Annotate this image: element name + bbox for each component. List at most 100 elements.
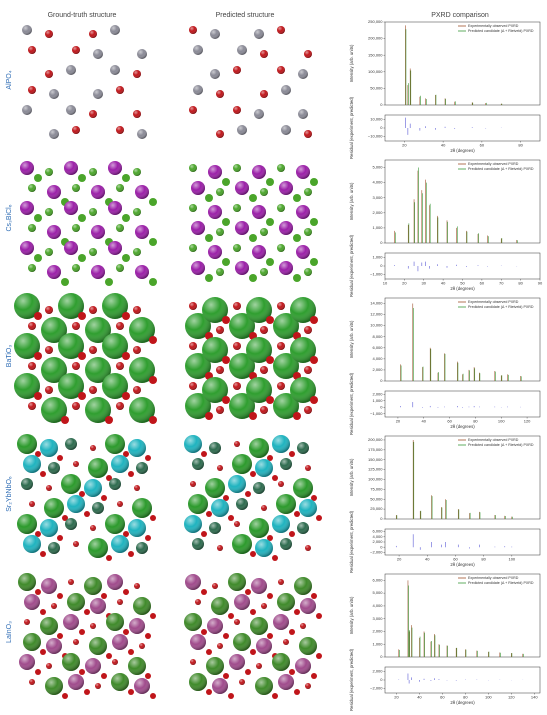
atom-shade	[185, 393, 211, 419]
atom	[310, 356, 318, 364]
y-tick-label: 12,000	[370, 312, 383, 317]
atom-shade	[89, 637, 107, 655]
atom	[128, 649, 134, 655]
atom	[272, 693, 278, 699]
structure	[14, 293, 157, 424]
atom-shade	[184, 613, 202, 631]
atom-shade	[116, 402, 124, 410]
atom-shade	[280, 538, 292, 550]
atom	[128, 689, 134, 695]
atom-shade	[290, 297, 316, 323]
atom-shade	[134, 583, 140, 589]
atom-shade	[191, 181, 205, 195]
atom-shade	[108, 201, 122, 215]
atom-shade	[277, 342, 285, 350]
atom	[201, 629, 207, 635]
x-tick-label: 40	[441, 281, 446, 286]
atom-shade	[278, 674, 294, 690]
atom	[294, 609, 300, 615]
atom-shade	[14, 373, 40, 399]
atom	[149, 376, 157, 384]
atom	[150, 613, 156, 619]
atom-shade	[46, 663, 52, 669]
x-tick-label: 50	[460, 281, 465, 286]
y-tick-label: 6,000	[372, 345, 383, 350]
atom-shade	[233, 106, 241, 114]
atom	[267, 633, 273, 639]
atom-shade	[116, 362, 124, 370]
atom	[62, 515, 68, 521]
y-tick-label: 150,000	[368, 457, 383, 462]
atom	[223, 495, 229, 501]
atom	[84, 511, 90, 517]
atom-shade	[17, 434, 37, 454]
atom-shade	[84, 479, 102, 497]
atom-shade	[67, 593, 85, 611]
atom	[122, 312, 130, 320]
x-tick-label: 40	[425, 557, 430, 562]
atom-shade	[58, 333, 84, 359]
atom-shade	[64, 201, 78, 215]
atom-shade	[89, 386, 97, 394]
x-tick-label: 120	[508, 695, 515, 700]
atom-shade	[189, 342, 197, 350]
y-axis-label: Residual (experiment, predicted)	[349, 648, 354, 711]
y-tick-label: 0	[380, 263, 383, 268]
atom-shade	[72, 402, 80, 410]
atom-shade	[253, 482, 265, 494]
y-axis-label: Residual (experiment, predicted)	[349, 234, 354, 297]
atom	[149, 278, 157, 286]
atom	[228, 693, 234, 699]
atom-shade	[300, 623, 306, 629]
atom	[34, 214, 42, 222]
atom-shade	[18, 573, 36, 591]
atom-shade	[45, 30, 53, 38]
atom-shade	[29, 679, 35, 685]
atom-shade	[46, 485, 52, 491]
y-tick-label: 125,000	[368, 467, 383, 472]
x-tick-label: 80	[518, 281, 523, 286]
atom-shade	[28, 86, 36, 94]
x-axis-label: 2θ (degrees)	[450, 700, 475, 705]
atom	[289, 669, 295, 675]
atom-shade	[45, 306, 53, 314]
atom-shade	[190, 634, 206, 650]
atom-shade	[116, 86, 124, 94]
y-tick-label: 2,000	[372, 210, 383, 215]
y-tick-label: 50,000	[370, 496, 383, 501]
atom-shade	[254, 29, 264, 39]
atom-shade	[236, 498, 248, 510]
atom	[205, 412, 213, 420]
atom-shade	[277, 26, 285, 34]
atom-shade	[234, 441, 240, 447]
atom-shade	[276, 494, 296, 514]
atom-shade	[73, 461, 79, 467]
atom-shade	[192, 538, 204, 550]
x-tick-label: 40	[441, 143, 446, 148]
atom-shade	[89, 306, 97, 314]
atom-shade	[91, 185, 105, 199]
atom	[122, 254, 130, 262]
x-tick-label: 20	[402, 143, 407, 148]
atom-shade	[85, 397, 111, 423]
y-axis-label: Residual (experiment, predicted)	[349, 372, 354, 435]
atom-shade	[208, 245, 222, 259]
atom-shade	[277, 302, 285, 310]
atom-shade	[209, 522, 221, 534]
atom-shade	[228, 475, 246, 493]
atom-shade	[279, 261, 293, 275]
y-tick-label: 0	[380, 240, 383, 245]
atom-shade	[64, 241, 78, 255]
atom-shade	[45, 386, 53, 394]
atom	[145, 633, 151, 639]
atom	[250, 649, 256, 655]
atom	[310, 178, 318, 186]
atom-shade	[272, 435, 290, 453]
atom	[34, 352, 42, 360]
atom	[250, 609, 256, 615]
atom-shade	[116, 322, 124, 330]
atom	[228, 515, 234, 521]
atom	[35, 669, 41, 675]
atom-shade	[58, 293, 84, 319]
atom	[122, 352, 130, 360]
